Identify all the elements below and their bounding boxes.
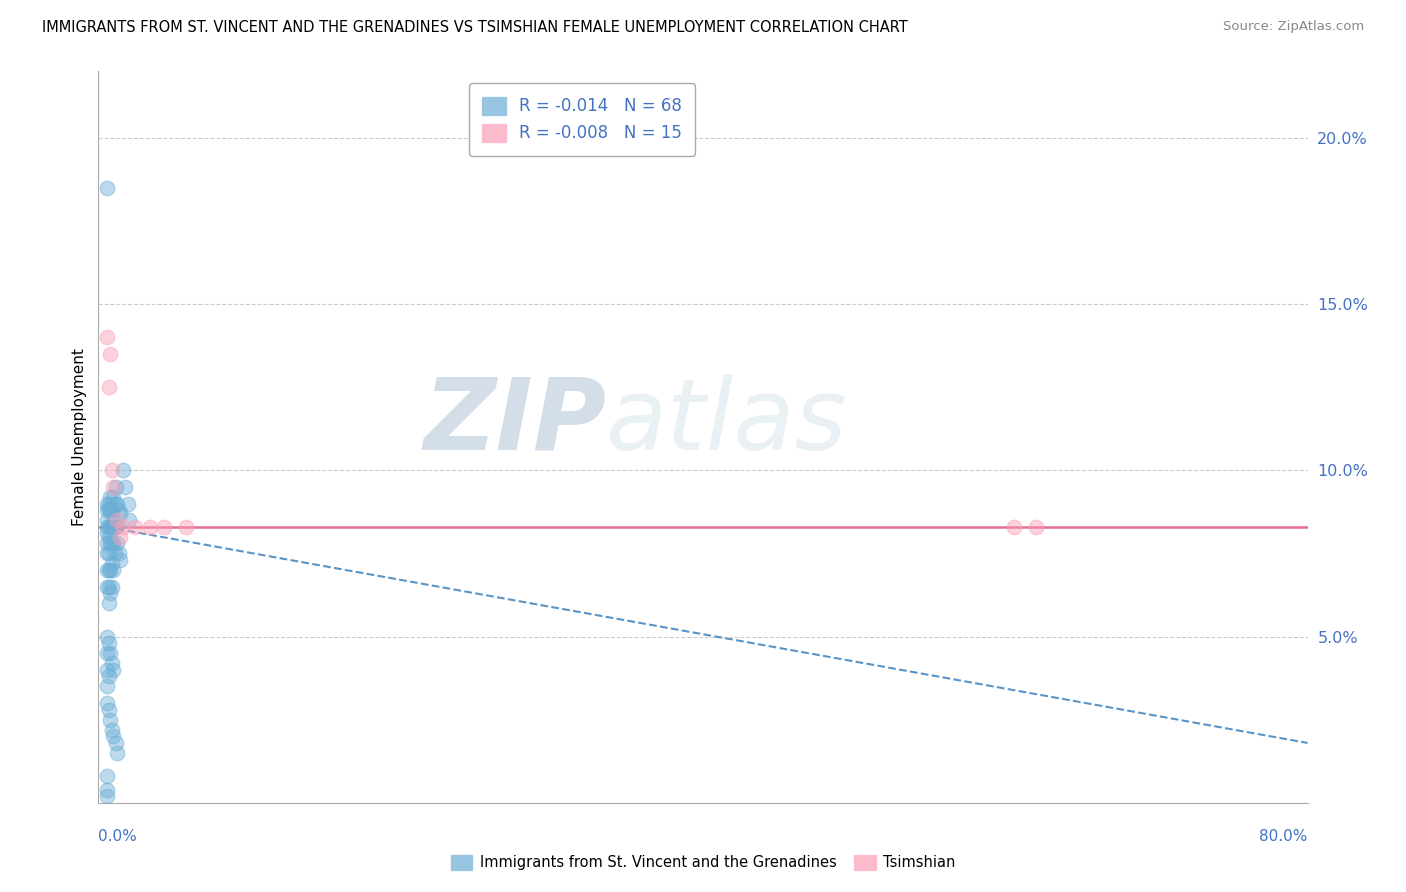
Text: ZIP: ZIP [423,374,606,471]
Point [138,520,160,534]
Point [97,520,120,534]
Point [176,520,198,534]
Point [107,497,129,511]
Point [98,520,121,534]
Point [107,746,129,760]
Point [153,520,176,534]
Point [110,507,132,521]
Point [97,669,120,683]
Point [96,580,118,594]
Point [97,580,120,594]
Point [100,536,122,550]
Point [100,656,122,670]
Point [118,513,141,527]
Point [98,586,121,600]
Point [97,503,120,517]
Point [107,536,129,550]
Point [100,463,122,477]
Point [96,503,118,517]
Point [103,497,125,511]
Point [96,782,118,797]
Point [97,703,120,717]
Point [97,380,120,394]
Text: Source: ZipAtlas.com: Source: ZipAtlas.com [1223,20,1364,33]
Point [97,497,120,511]
Point [110,553,132,567]
Y-axis label: Female Unemployment: Female Unemployment [72,348,87,526]
Text: 0.0%: 0.0% [98,830,138,844]
Point [100,557,122,571]
Point [107,513,129,527]
Point [101,513,124,527]
Point [112,520,135,534]
Point [96,696,118,710]
Point [96,563,118,577]
Text: atlas: atlas [606,374,848,471]
Point [101,563,124,577]
Point [96,520,118,534]
Point [105,736,128,750]
Point [103,546,125,560]
Point [105,520,128,534]
Point [1004,520,1026,534]
Point [103,520,125,534]
Point [97,563,120,577]
Legend: R = -0.014   N = 68, R = -0.008   N = 15: R = -0.014 N = 68, R = -0.008 N = 15 [470,83,695,156]
Point [96,789,118,804]
Point [98,490,121,504]
Point [101,480,124,494]
Point [1025,520,1047,534]
Point [97,636,120,650]
Point [97,596,120,610]
Point [96,663,118,677]
Point [98,347,121,361]
Point [98,563,121,577]
Point [105,480,128,494]
Point [96,680,118,694]
Point [108,503,131,517]
Legend: Immigrants from St. Vincent and the Grenadines, Tsimshian: Immigrants from St. Vincent and the Gren… [444,848,962,876]
Point [112,463,135,477]
Point [108,546,131,560]
Point [97,546,120,560]
Point [100,580,122,594]
Point [96,526,118,541]
Point [101,729,124,743]
Point [101,490,124,504]
Point [98,536,121,550]
Point [97,530,120,544]
Point [117,497,139,511]
Point [101,663,124,677]
Text: 80.0%: 80.0% [1260,830,1308,844]
Point [100,520,122,534]
Point [98,503,121,517]
Point [96,330,118,344]
Point [114,480,136,494]
Point [100,723,122,737]
Point [124,520,146,534]
Point [100,503,122,517]
Point [98,646,121,660]
Point [96,513,118,527]
Point [101,536,124,550]
Point [98,713,121,727]
Point [110,530,132,544]
Point [96,646,118,660]
Point [96,536,118,550]
Point [96,497,118,511]
Point [96,180,118,194]
Point [96,769,118,783]
Point [96,630,118,644]
Text: IMMIGRANTS FROM ST. VINCENT AND THE GRENADINES VS TSIMSHIAN FEMALE UNEMPLOYMENT : IMMIGRANTS FROM ST. VINCENT AND THE GREN… [42,20,908,35]
Point [96,546,118,560]
